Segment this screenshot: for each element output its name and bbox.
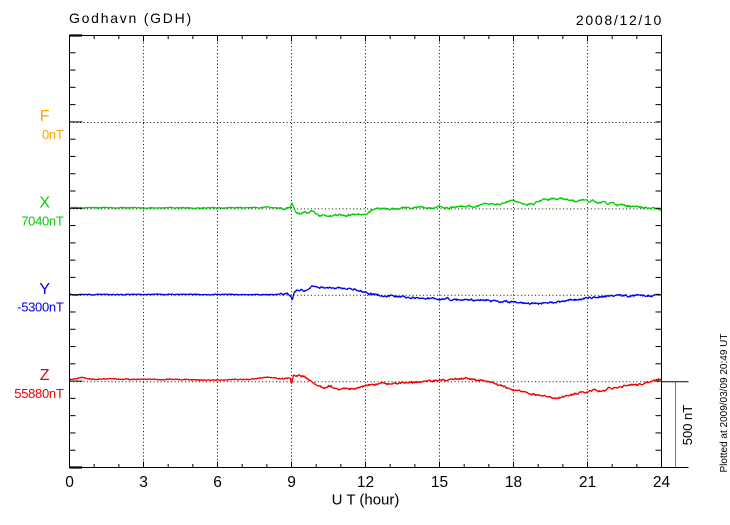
svg-text:0nT: 0nT bbox=[42, 127, 64, 142]
svg-text:500 nT: 500 nT bbox=[680, 405, 695, 446]
svg-text:15: 15 bbox=[431, 474, 448, 491]
svg-text:-5300nT: -5300nT bbox=[17, 300, 64, 315]
svg-text:24: 24 bbox=[653, 474, 671, 491]
svg-text:Z: Z bbox=[40, 367, 50, 384]
svg-text:6: 6 bbox=[213, 474, 222, 491]
svg-text:Godhavn (GDH): Godhavn (GDH) bbox=[69, 10, 193, 26]
svg-text:7040nT: 7040nT bbox=[21, 213, 64, 228]
svg-text:Y: Y bbox=[39, 281, 50, 298]
svg-text:55880nT: 55880nT bbox=[14, 386, 64, 401]
svg-text:2008/12/10: 2008/12/10 bbox=[576, 12, 663, 28]
svg-text:0: 0 bbox=[65, 474, 74, 491]
svg-text:Plotted at 2009/03/09 20:49 UT: Plotted at 2009/03/09 20:49 UT bbox=[719, 334, 730, 473]
svg-text:21: 21 bbox=[579, 474, 596, 491]
svg-text:X: X bbox=[39, 194, 50, 211]
svg-text:9: 9 bbox=[287, 474, 296, 491]
svg-text:F: F bbox=[40, 108, 50, 125]
svg-text:U T (hour): U T (hour) bbox=[332, 492, 400, 509]
svg-text:18: 18 bbox=[505, 474, 522, 491]
svg-text:12: 12 bbox=[357, 474, 374, 491]
svg-text:3: 3 bbox=[139, 474, 148, 491]
